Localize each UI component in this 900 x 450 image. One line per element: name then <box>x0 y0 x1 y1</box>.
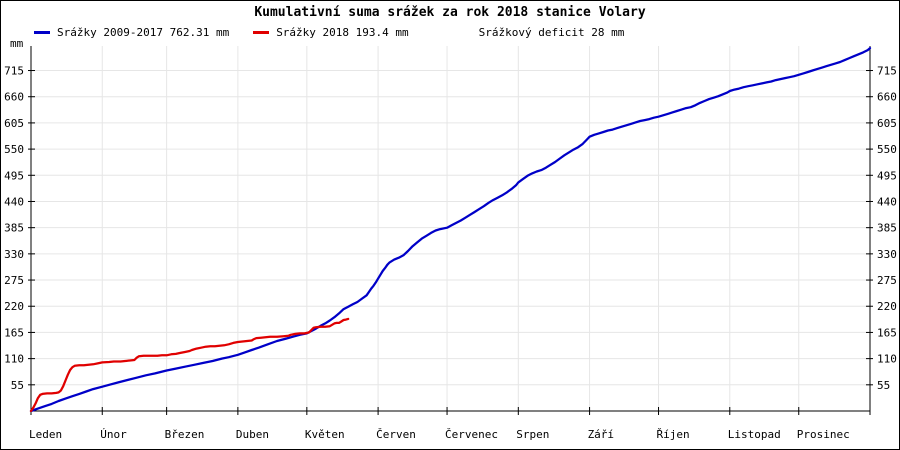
y-tick-label-left: 605 <box>4 117 24 130</box>
y-tick-label-left: 495 <box>4 169 24 182</box>
legend-label-2018: Srážky 2018 193.4 mm <box>276 26 409 39</box>
month-label: Listopad <box>728 428 781 441</box>
legend-item-avg: Srážky 2009-2017 762.31 mm <box>34 26 229 39</box>
month-label: Říjen <box>657 428 690 441</box>
y-tick-label-right: 495 <box>877 169 897 182</box>
y-tick-label-left: 385 <box>4 222 24 235</box>
y-tick-label-right: 330 <box>877 248 897 261</box>
month-label: Červenec <box>445 428 498 441</box>
y-tick-label-left: 440 <box>4 195 24 208</box>
month-label: Září <box>588 428 615 441</box>
legend-label-avg: Srážky 2009-2017 762.31 mm <box>57 26 230 39</box>
legend: Srážky 2009-2017 762.31 mm Srážky 2018 1… <box>34 26 648 39</box>
legend-line-icon <box>253 31 270 34</box>
legend-item-2018: Srážky 2018 193.4 mm <box>253 26 409 39</box>
y-tick-label-left: 330 <box>4 248 24 261</box>
month-label: Prosinec <box>797 428 850 441</box>
month-label: Březen <box>165 428 205 441</box>
legend-item-deficit: Srážkový deficit 28 mm <box>478 26 625 39</box>
month-label: Únor <box>100 428 127 441</box>
y-tick-label-right: 385 <box>877 222 897 235</box>
y-tick-label-left: 275 <box>4 274 24 287</box>
y-tick-label-right: 605 <box>877 117 897 130</box>
chart-title: Kumulativní suma srážek za rok 2018 stan… <box>254 5 646 20</box>
y-tick-label-left: 220 <box>4 300 24 313</box>
y-tick-label-right: 550 <box>877 143 897 156</box>
y-tick-label-right: 660 <box>877 91 897 104</box>
y-tick-label-left: 165 <box>4 326 24 339</box>
y-tick-label-right: 220 <box>877 300 897 313</box>
y-tick-label-right: 715 <box>877 65 897 78</box>
y-tick-label-left: 55 <box>11 379 24 392</box>
y-tick-label-left: 715 <box>4 65 24 78</box>
legend-line-icon <box>34 31 50 34</box>
month-label: Duben <box>236 428 269 441</box>
y-tick-label-right: 165 <box>877 326 897 339</box>
month-label: Srpen <box>516 428 549 441</box>
series-line-avg <box>29 46 872 413</box>
series-line-2018 <box>29 317 350 413</box>
y-tick-label-left: 660 <box>4 91 24 104</box>
month-label: Květen <box>305 428 345 441</box>
y-tick-label-right: 275 <box>877 274 897 287</box>
y-tick-label-left: 550 <box>4 143 24 156</box>
month-label: Leden <box>29 428 62 441</box>
y-axis-unit-label: mm <box>10 37 24 50</box>
month-label: Červen <box>376 428 416 441</box>
y-tick-label-right: 55 <box>877 379 890 392</box>
y-tick-label-right: 110 <box>877 353 897 366</box>
y-tick-label-right: 440 <box>877 195 897 208</box>
y-tick-label-left: 110 <box>4 353 24 366</box>
